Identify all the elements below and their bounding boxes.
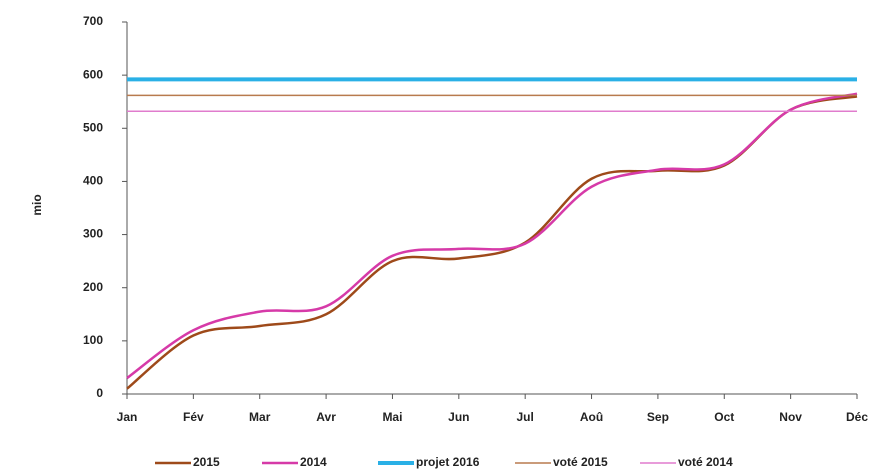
x-tick-label: Mai xyxy=(382,410,402,424)
x-tick-label: Jan xyxy=(117,410,138,424)
x-tick-label: Sep xyxy=(647,410,669,424)
y-tick-label: 300 xyxy=(83,227,103,241)
x-tick-label: Jul xyxy=(517,410,534,424)
y-tick-label: 700 xyxy=(83,14,103,28)
y-tick-label: 400 xyxy=(83,174,103,188)
series-line xyxy=(126,92,858,380)
y-tick-label: 0 xyxy=(96,386,103,400)
x-tick-label: Oct xyxy=(714,410,734,424)
legend-label: 2015 xyxy=(193,455,220,469)
y-tick-label: 100 xyxy=(83,333,103,347)
x-tick-label: Nov xyxy=(779,410,802,424)
x-tick-label: Mar xyxy=(249,410,271,424)
y-axis-label: mio xyxy=(30,194,44,215)
legend-label: projet 2016 xyxy=(416,455,480,469)
legend-label: 2014 xyxy=(300,455,327,469)
legend-label: voté 2015 xyxy=(553,455,608,469)
x-tick-label: Aoû xyxy=(580,410,603,424)
y-tick-label: 200 xyxy=(83,280,103,294)
x-tick-label: Fév xyxy=(183,410,204,424)
x-tick-label: Déc xyxy=(846,410,868,424)
series-line xyxy=(126,95,858,390)
y-tick-label: 500 xyxy=(83,120,103,134)
x-tick-label: Jun xyxy=(448,410,469,424)
y-tick-label: 600 xyxy=(83,67,103,81)
x-tick-label: Avr xyxy=(316,410,336,424)
legend-label: voté 2014 xyxy=(678,455,733,469)
